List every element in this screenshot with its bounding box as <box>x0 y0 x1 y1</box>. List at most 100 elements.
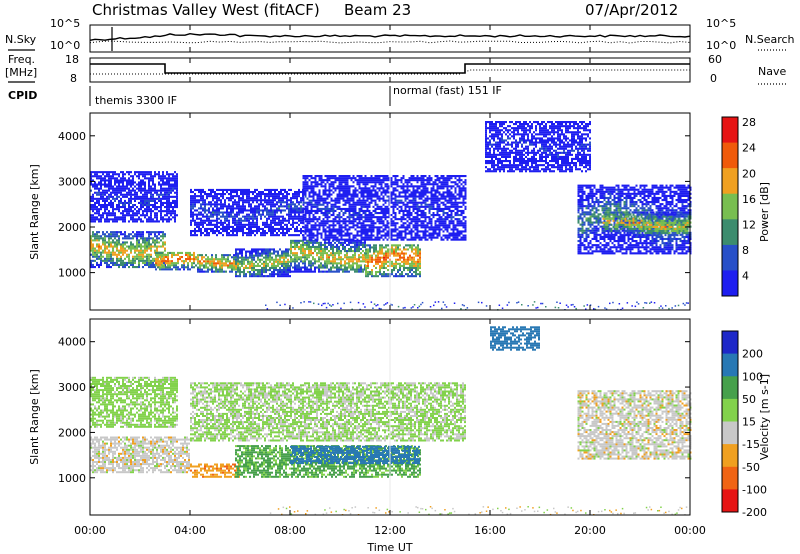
echo-cell <box>346 177 349 180</box>
echo-cell <box>304 207 307 210</box>
echo-cell <box>112 191 114 194</box>
echo-cell <box>282 197 284 200</box>
echo-cell <box>360 189 363 192</box>
echo-cell <box>262 193 264 196</box>
echo-cell <box>267 264 269 267</box>
echo-cell <box>239 273 241 276</box>
echo-cell <box>379 269 381 272</box>
echo-cell <box>411 269 413 272</box>
echo-cell <box>422 214 425 217</box>
echo-cell <box>373 248 375 251</box>
echo-cell <box>316 260 318 263</box>
echo-cell <box>241 262 243 265</box>
echo-cell <box>234 215 236 218</box>
echo-cell <box>196 225 198 228</box>
echo-cell <box>218 193 220 196</box>
echo-cell <box>120 231 122 234</box>
echo-cell <box>308 254 310 257</box>
echo-cell <box>367 275 369 278</box>
echo-cell <box>116 187 118 190</box>
echo-cell <box>238 219 240 222</box>
echo-cell <box>402 238 405 241</box>
echo-cell <box>136 239 138 242</box>
echo-cell <box>403 264 405 267</box>
echo-cell <box>274 197 276 200</box>
echo-cell <box>362 270 364 273</box>
echo-cell <box>102 231 104 234</box>
echo-cell <box>198 213 200 216</box>
echo-cell <box>112 197 114 200</box>
echo-cell <box>312 181 315 184</box>
echo-cell <box>187 256 189 259</box>
echo-cell <box>370 224 373 227</box>
echo-cell <box>330 243 332 246</box>
echo-cell <box>312 187 315 190</box>
echo-cell <box>360 268 362 271</box>
echo-cell <box>326 245 328 248</box>
echo-cell <box>212 191 214 194</box>
echo-cell <box>356 239 358 242</box>
echo-cell <box>152 181 154 184</box>
echo-cell <box>165 256 167 259</box>
echo-cell <box>410 220 413 223</box>
echo-cell <box>393 250 395 253</box>
echo-cell <box>370 218 373 221</box>
echo-cell <box>408 205 411 208</box>
echo-cell <box>369 246 371 249</box>
echo-cell <box>252 223 254 226</box>
echo-cell <box>408 222 411 225</box>
echo-cell <box>138 177 140 180</box>
echo-cell <box>385 258 387 261</box>
echo-cell <box>138 218 140 221</box>
echo-cell <box>144 177 146 180</box>
echo-cell <box>304 264 306 267</box>
echo-cell <box>414 236 417 239</box>
echo-cell <box>263 260 265 263</box>
echo-cell <box>206 227 208 230</box>
echo-cell <box>204 199 206 202</box>
echo-cell <box>302 211 304 214</box>
echo-cell <box>265 248 267 251</box>
echo-cell <box>148 206 150 209</box>
echo-cell <box>265 269 267 272</box>
echo-cell <box>352 266 354 269</box>
echo-cell <box>324 214 327 217</box>
echo-cell <box>104 212 106 215</box>
echo-cell <box>167 264 169 267</box>
echo-cell <box>206 215 208 218</box>
echo-cell <box>158 245 160 248</box>
echo-cell <box>338 256 340 259</box>
echo-cell <box>98 210 100 213</box>
echo-cell <box>320 209 323 212</box>
echo-cell <box>248 199 250 202</box>
echo-cell <box>256 223 258 226</box>
echo-cell <box>134 233 136 236</box>
echo-cell <box>374 185 377 188</box>
echo-cell <box>392 224 395 227</box>
echo-cell <box>328 256 330 259</box>
echo-cell <box>269 269 271 272</box>
echo-cell <box>298 241 300 244</box>
echo-cell <box>136 210 138 213</box>
echo-cell <box>304 189 307 192</box>
echo-cell <box>360 266 362 269</box>
echo-cell <box>193 258 195 261</box>
echo-cell <box>132 193 134 196</box>
echo-cell <box>244 223 246 226</box>
echo-cell <box>152 239 154 242</box>
echo-cell <box>382 230 385 233</box>
echo-cell <box>374 238 377 241</box>
echo-cell <box>322 258 324 261</box>
echo-cell <box>100 177 102 180</box>
echo-cell <box>310 203 313 206</box>
echo-cell <box>224 230 226 233</box>
echo-cell <box>120 191 122 194</box>
echo-cell <box>236 188 238 191</box>
echo-cell <box>192 203 194 206</box>
echo-cell <box>350 207 353 210</box>
echo-cell <box>114 214 116 217</box>
echo-cell <box>251 264 253 267</box>
echo-cell <box>162 216 164 219</box>
echo-cell <box>310 177 313 180</box>
echo-cell <box>154 231 156 234</box>
